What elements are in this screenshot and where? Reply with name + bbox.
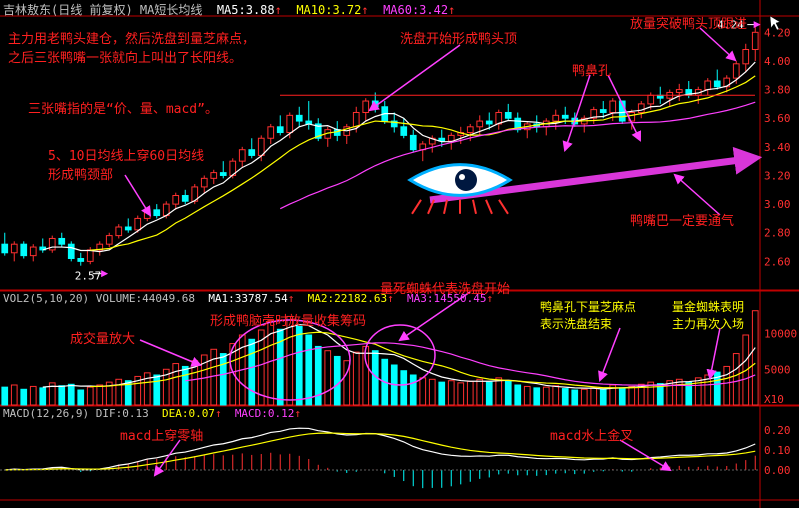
svg-text:4.24: 4.24 xyxy=(717,19,744,32)
chart-svg[interactable]: 4.204.003.803.603.403.203.002.802.601000… xyxy=(0,0,799,508)
svg-text:2.57: 2.57 xyxy=(75,270,102,283)
svg-text:5000: 5000 xyxy=(764,363,791,376)
svg-text:2.80: 2.80 xyxy=(764,227,791,240)
svg-text:X10: X10 xyxy=(764,393,784,406)
eye-icon xyxy=(410,165,510,214)
vol-ma1: MA1:33787.54↑ xyxy=(202,292,295,305)
stock-title: 吉林敖东(日线 前复权) MA短长均线 xyxy=(3,3,202,17)
vol-ma2: MA2:22182.63↑ xyxy=(301,292,394,305)
vol-ma3: MA3:14550.45↑ xyxy=(400,292,493,305)
ma60-label: MA60:3.42↑ xyxy=(376,3,456,17)
chart-container: 4.204.003.803.603.403.203.002.802.601000… xyxy=(0,0,799,508)
svg-text:0.00: 0.00 xyxy=(764,464,791,477)
ma10-label: MA10:3.72↑ xyxy=(289,3,369,17)
svg-text:4.00: 4.00 xyxy=(764,55,791,68)
ma5-label: MA5:3.88↑ xyxy=(210,3,282,17)
svg-text:3.40: 3.40 xyxy=(764,141,791,154)
svg-text:2.60: 2.60 xyxy=(764,255,791,268)
svg-text:3.60: 3.60 xyxy=(764,112,791,125)
svg-text:3.20: 3.20 xyxy=(764,169,791,182)
svg-text:10000: 10000 xyxy=(764,328,797,341)
svg-text:3.80: 3.80 xyxy=(764,84,791,97)
macd-val-label: MACD:0.12↑ xyxy=(228,407,301,420)
vol-title: VOL2(5,10,20) VOLUME:44049.68 xyxy=(3,292,195,305)
macd-title: MACD(12,26,9) DIF:0.13 xyxy=(3,407,149,420)
svg-text:0.10: 0.10 xyxy=(764,444,791,457)
dea-label: DEA:0.07↑ xyxy=(155,407,221,420)
svg-text:0.20: 0.20 xyxy=(764,424,791,437)
svg-text:3.00: 3.00 xyxy=(764,198,791,211)
